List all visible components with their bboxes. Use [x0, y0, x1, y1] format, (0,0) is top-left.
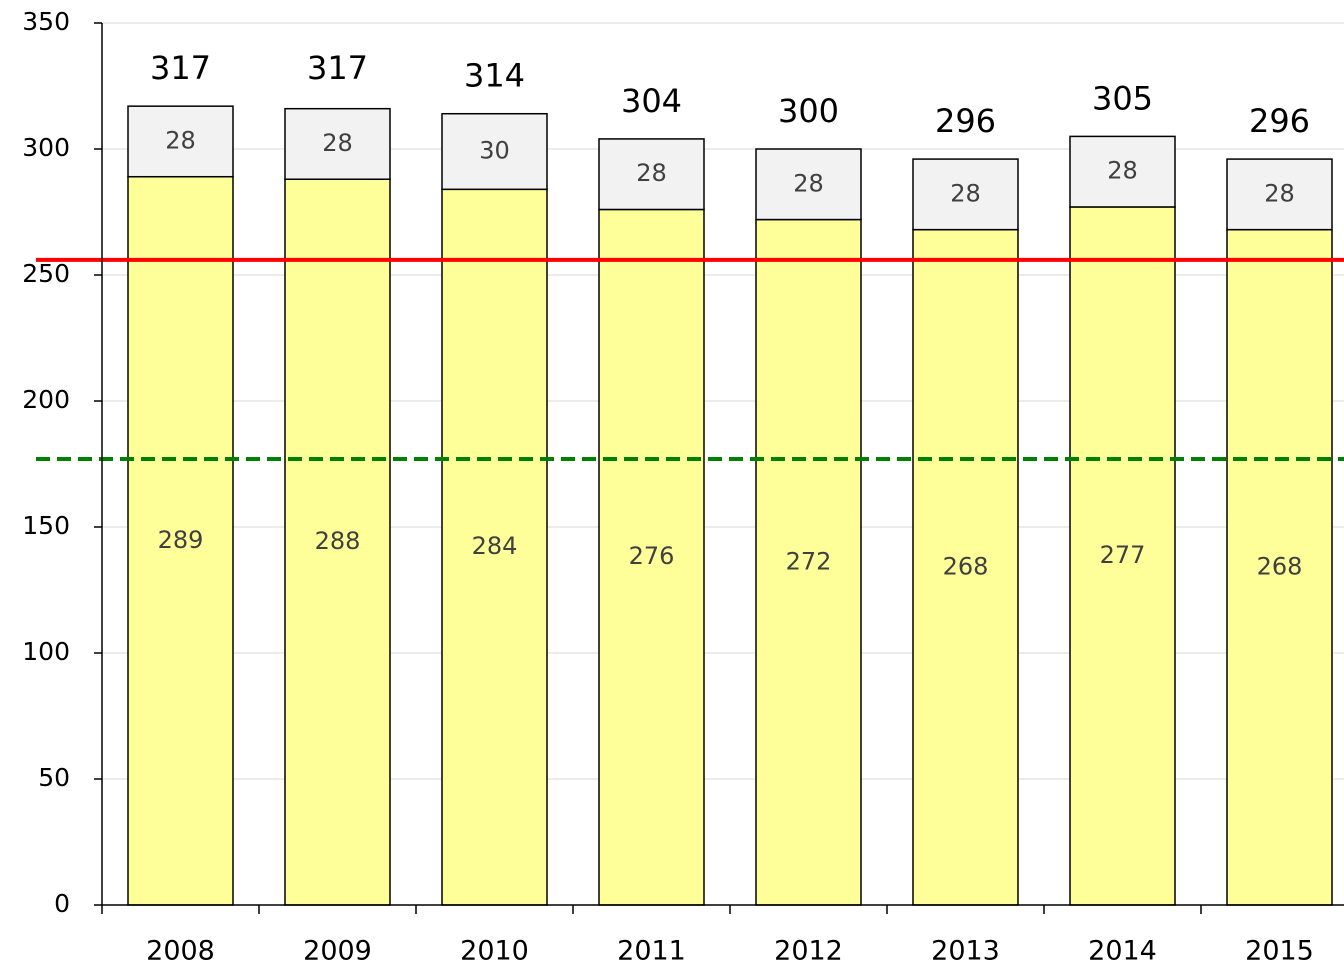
total-label: 296: [935, 102, 996, 140]
segment-label: 268: [1257, 552, 1303, 580]
segment-label: 268: [943, 552, 989, 580]
segment-label: 289: [158, 526, 204, 554]
total-label: 305: [1092, 79, 1153, 117]
x-tick-label: 2011: [617, 936, 686, 967]
x-tick-label: 2012: [774, 936, 843, 967]
bar-segment: [598, 138, 705, 211]
x-tick-label: 2009: [303, 936, 372, 967]
y-tick-label: 200: [22, 385, 70, 414]
segment-label: 28: [793, 169, 824, 197]
segment-label: 28: [950, 179, 981, 207]
bar-segment: [1226, 228, 1333, 906]
segment-label: 284: [472, 532, 518, 560]
segment-label: 272: [786, 547, 832, 575]
segment-label: 28: [1107, 157, 1138, 185]
x-tick-label: 2014: [1088, 936, 1157, 967]
bar-segment: [284, 107, 391, 180]
segment-label: 28: [636, 159, 667, 187]
segment-label: 288: [315, 527, 361, 555]
segment-label: 28: [165, 126, 196, 154]
y-tick-label: 150: [22, 511, 70, 540]
x-tick-label: 2010: [460, 936, 529, 967]
x-tick-label: 2015: [1245, 936, 1314, 967]
bar-segment: [755, 148, 862, 221]
total-label: 317: [307, 49, 368, 87]
bar-segment: [755, 218, 862, 906]
y-tick-label: 100: [22, 637, 70, 666]
bar-segment: [1226, 158, 1333, 231]
x-tick-label: 2013: [931, 936, 1000, 967]
total-label: 300: [778, 92, 839, 130]
total-label: 317: [150, 49, 211, 87]
y-tick-label: 50: [38, 763, 70, 792]
segment-label: 30: [479, 137, 510, 165]
y-tick-label: 250: [22, 259, 70, 288]
total-label: 314: [464, 57, 525, 95]
segment-label: 28: [322, 129, 353, 157]
bar-segment: [1069, 206, 1176, 906]
bar-segment: [912, 158, 1019, 231]
bar-segment: [127, 175, 234, 906]
y-tick-label: 300: [22, 133, 70, 162]
bar-segment: [441, 188, 548, 906]
bar-segment: [1069, 135, 1176, 208]
bar-segment: [127, 105, 234, 178]
bar-segment: [441, 112, 548, 191]
y-tick-label: 350: [22, 7, 70, 36]
x-tick-label: 2008: [146, 936, 215, 967]
total-label: 304: [621, 82, 682, 120]
bar-segment: [912, 228, 1019, 906]
segment-label: 28: [1264, 179, 1295, 207]
total-label: 296: [1249, 102, 1310, 140]
bar-segment: [598, 208, 705, 906]
segment-label: 276: [629, 542, 675, 570]
y-tick-label: 0: [54, 889, 70, 918]
segment-label: 277: [1100, 541, 1146, 569]
